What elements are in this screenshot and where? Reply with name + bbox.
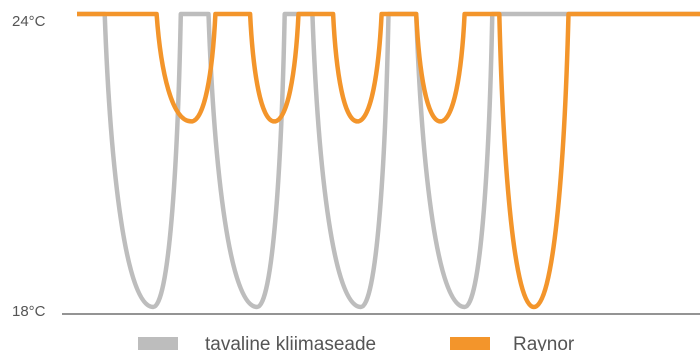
legend-label-0: tavaline kliimaseade	[205, 334, 376, 351]
series-line-1	[77, 11, 700, 310]
legend: tavaline kliimaseade Raynor	[138, 334, 575, 351]
legend-swatch-1	[450, 337, 490, 350]
y-axis-ticks: 18°C 24°C	[12, 13, 46, 320]
series-layer	[77, 11, 700, 310]
series-line-0	[77, 11, 700, 310]
y-tick-label-24: 24°C	[12, 13, 46, 30]
legend-swatch-0	[138, 337, 178, 350]
legend-label-1: Raynor	[513, 334, 575, 351]
y-tick-label-18: 18°C	[12, 303, 46, 320]
